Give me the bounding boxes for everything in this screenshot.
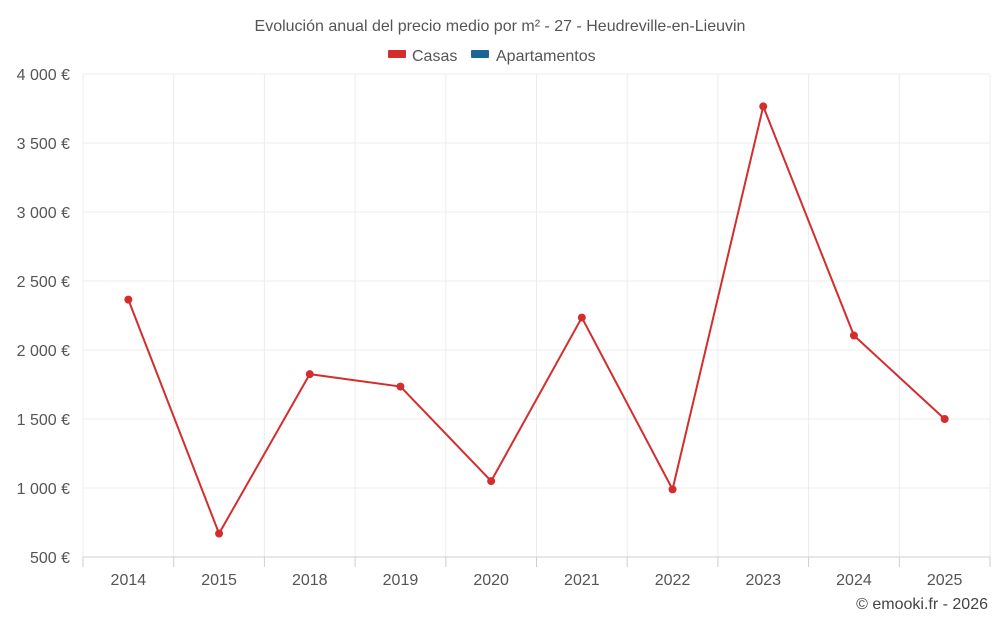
legend-swatch-apartamentos bbox=[471, 50, 489, 58]
data-point[interactable] bbox=[396, 382, 405, 391]
chart-title: Evolución anual del precio medio por m² … bbox=[255, 18, 746, 35]
y-tick-label: 3 000 € bbox=[17, 205, 70, 222]
data-point[interactable] bbox=[487, 477, 496, 486]
data-point[interactable] bbox=[305, 370, 314, 379]
data-point[interactable] bbox=[849, 331, 858, 340]
y-tick-label: 2 500 € bbox=[17, 274, 70, 291]
x-tick-label: 2023 bbox=[745, 572, 781, 589]
axes: 500 € 1 000 € 1 500 € 2 000 € 2 500 € 3 000 €… bbox=[17, 67, 991, 589]
legend-label-apartamentos: Apartamentos bbox=[496, 48, 596, 65]
data-point[interactable] bbox=[668, 485, 677, 494]
x-tick-label: 2025 bbox=[927, 572, 963, 589]
data-point[interactable] bbox=[215, 529, 224, 538]
data-point[interactable] bbox=[940, 415, 949, 423]
legend-swatch-casas bbox=[388, 50, 406, 58]
x-tick-label: 2015 bbox=[201, 572, 237, 589]
y-tick-label: 500 € bbox=[30, 550, 70, 567]
y-tick-label: 4 000 € bbox=[17, 67, 70, 84]
y-tick-label: 1 500 € bbox=[17, 412, 70, 429]
x-tick-label: 2022 bbox=[655, 572, 691, 589]
y-tick-label: 2 000 € bbox=[17, 343, 70, 360]
data-point[interactable] bbox=[759, 102, 768, 111]
x-tick-label: 2020 bbox=[473, 572, 509, 589]
x-tick-label: 2024 bbox=[836, 572, 872, 589]
x-tick-label: 2019 bbox=[383, 572, 419, 589]
y-tick-label: 3 500 € bbox=[17, 136, 70, 153]
credit-text[interactable]: © emooki.fr - 2026 bbox=[856, 596, 988, 613]
legend-label-casas: Casas bbox=[412, 48, 457, 65]
series-layer bbox=[124, 102, 949, 538]
x-tick-label: 2021 bbox=[564, 572, 600, 589]
x-tick-label: 2018 bbox=[292, 572, 328, 589]
legend: Casas Apartamentos bbox=[388, 48, 596, 65]
series-line-casas bbox=[127, 105, 946, 535]
legend-item-casas[interactable]: Casas bbox=[388, 48, 457, 65]
data-point[interactable] bbox=[577, 313, 586, 322]
y-tick-label: 1 000 € bbox=[17, 481, 70, 498]
grid bbox=[82, 73, 991, 557]
data-point[interactable] bbox=[124, 295, 133, 304]
x-tick-label: 2014 bbox=[111, 572, 147, 589]
legend-item-apartamentos[interactable]: Apartamentos bbox=[471, 48, 596, 65]
